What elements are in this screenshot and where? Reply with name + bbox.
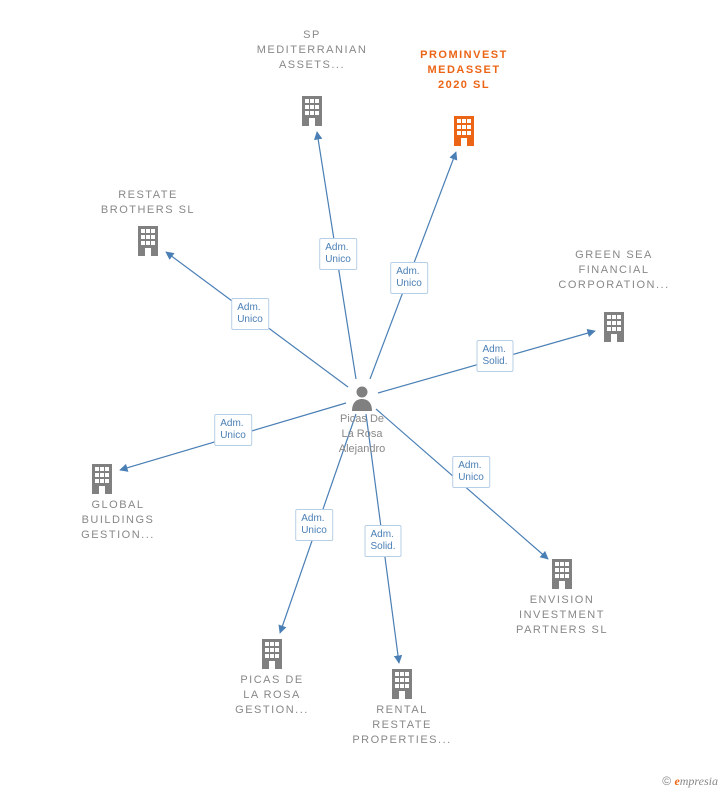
building-icon[interactable] — [135, 224, 161, 256]
building-icon[interactable] — [89, 462, 115, 494]
edge-label: Adm.Solid. — [364, 525, 401, 557]
building-icon[interactable] — [389, 667, 415, 699]
building-icon[interactable] — [601, 310, 627, 342]
company-label: SPMEDITERRANIANASSETS... — [247, 28, 377, 73]
brand-rest: mpresia — [680, 774, 718, 788]
edge-label: Adm.Unico — [452, 456, 490, 488]
company-label: GLOBALBUILDINGSGESTION... — [53, 498, 183, 543]
edge-label: Adm.Unico — [231, 298, 269, 330]
building-icon[interactable] — [451, 114, 477, 146]
edge-label: Adm.Unico — [390, 262, 428, 294]
edge-label: Adm.Unico — [214, 414, 252, 446]
copyright-symbol: © — [662, 774, 671, 788]
company-label: ENVISIONINVESTMENTPARTNERS SL — [497, 593, 627, 638]
copyright-footer: © empresia — [662, 774, 718, 789]
company-label: PICAS DELA ROSAGESTION... — [207, 673, 337, 718]
company-label: PROMINVESTMEDASSET2020 SL — [399, 48, 529, 93]
building-icon[interactable] — [259, 637, 285, 669]
edge-label: Adm.Unico — [295, 509, 333, 541]
company-label: RENTALRESTATEPROPERTIES... — [337, 703, 467, 748]
center-person-label: Picas DeLa RosaAlejandro — [317, 412, 407, 457]
edge-label: Adm.Solid. — [476, 340, 513, 372]
company-label: RESTATEBROTHERS SL — [83, 188, 213, 218]
building-icon[interactable] — [299, 94, 325, 126]
person-icon[interactable] — [351, 385, 373, 411]
company-label: GREEN SEAFINANCIALCORPORATION... — [549, 248, 679, 293]
edge-label: Adm.Unico — [319, 238, 357, 270]
building-icon[interactable] — [549, 557, 575, 589]
